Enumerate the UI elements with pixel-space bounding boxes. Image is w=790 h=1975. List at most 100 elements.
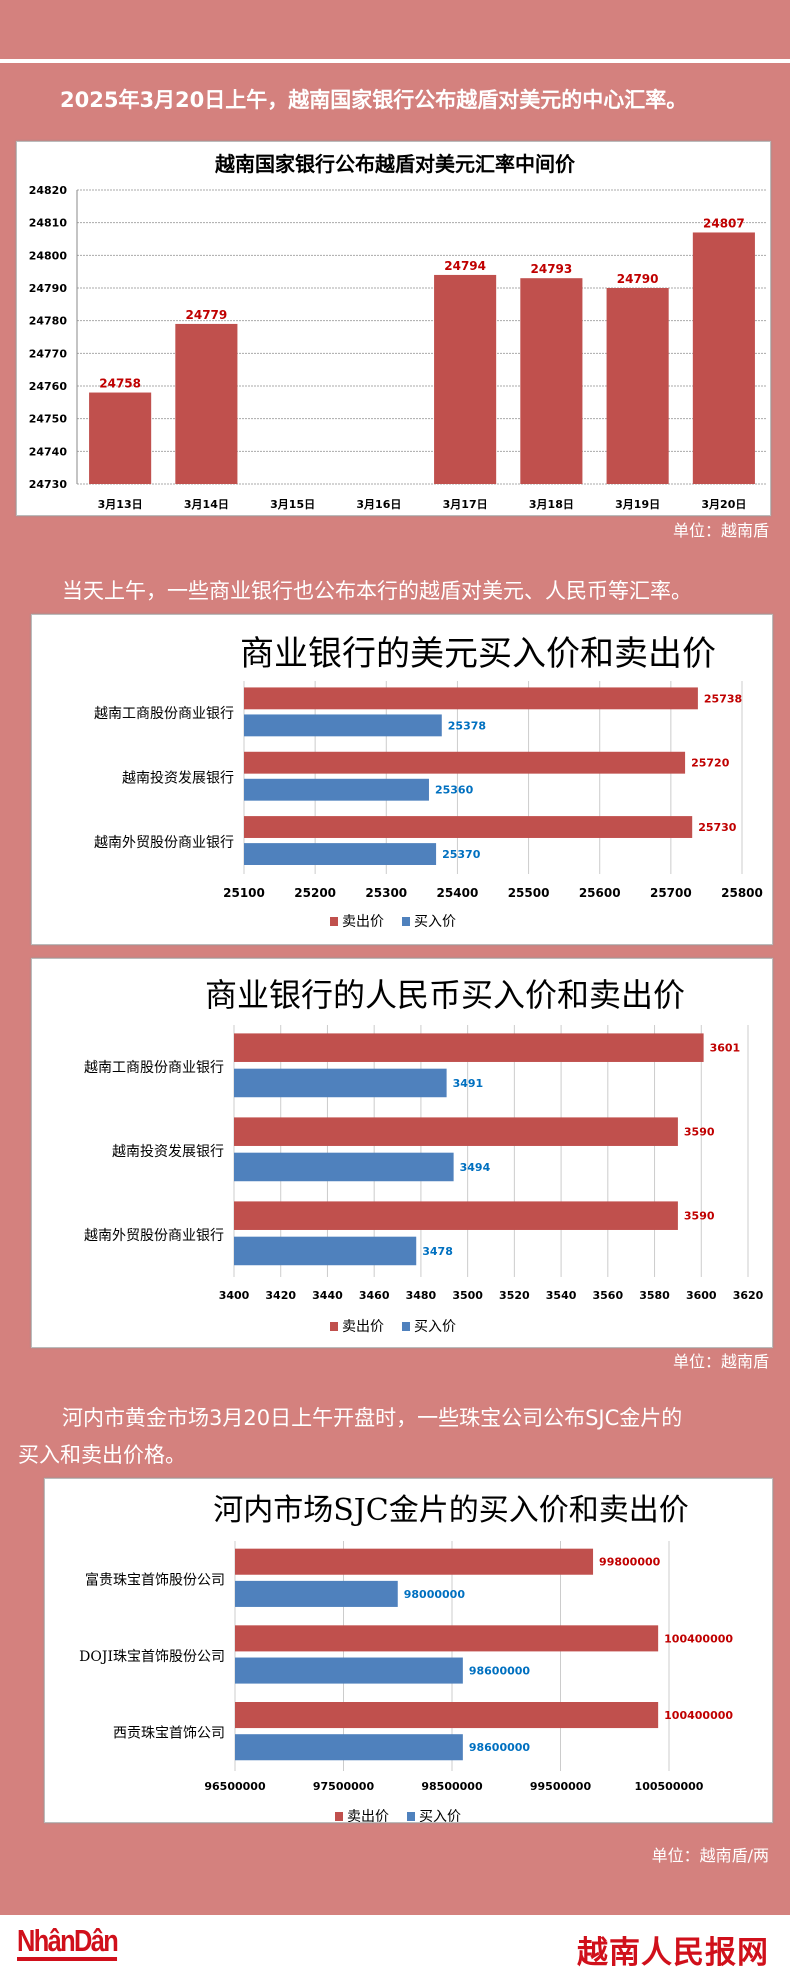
buy-bar <box>234 1236 417 1266</box>
x-tick-label: 3480 <box>406 1289 437 1302</box>
chart-svg: 商业银行的人民币买入价和卖出价 3400 3420 3440 3460 3480 3500 3… <box>84 976 764 1335</box>
legend-label: 卖出价 <box>342 914 384 930</box>
data-label: 24807 <box>703 216 745 230</box>
divider <box>0 59 790 63</box>
category-label: 越南工商股份商业银行 <box>84 1060 224 1076</box>
sell-bar <box>234 1033 704 1062</box>
category-label: 越南投资发展银行 <box>122 771 234 787</box>
data-label: 3601 <box>710 1042 741 1055</box>
y-tick-label: 24760 <box>29 380 68 393</box>
legend-swatch <box>330 917 338 926</box>
legend-swatch <box>330 1322 338 1331</box>
x-tick-label: 3月20日 <box>701 498 746 511</box>
y-tick-label: 24750 <box>29 413 68 426</box>
buy-bar <box>244 778 429 801</box>
data-label: 100400000 <box>664 1709 733 1722</box>
legend-label: 卖出价 <box>347 1809 389 1822</box>
data-label: 98000000 <box>404 1588 466 1601</box>
intro-text-3-line2: 买入和卖出价格。 <box>18 1443 186 1467</box>
x-tick-label: 25800 <box>721 886 763 900</box>
intro-text-2: 当天上午，一些商业银行也公布本行的越盾对美元、人民币等汇率。 <box>62 579 692 603</box>
buy-bar <box>234 1068 447 1098</box>
x-tick-label: 3420 <box>265 1289 296 1302</box>
legend-label: 卖出价 <box>342 1319 384 1335</box>
x-tick-label: 3400 <box>219 1289 250 1302</box>
site-name-logo[interactable]: 越南人民报网 <box>577 1935 769 1971</box>
nhandan-logo[interactable]: NhânDân <box>17 1925 119 1961</box>
data-label: 25720 <box>691 757 730 770</box>
legend-label: 买入价 <box>414 914 456 930</box>
data-label: 98600000 <box>469 1665 531 1678</box>
x-tick-label: 25300 <box>365 886 407 900</box>
sell-bar <box>235 1625 659 1652</box>
bar <box>175 323 238 484</box>
x-tick-label: 98500000 <box>421 1780 483 1793</box>
sell-bar <box>244 816 693 838</box>
unit-label-2: 单位：越南盾 <box>672 1352 769 1371</box>
x-tick-label: 97500000 <box>313 1780 375 1793</box>
buy-bar <box>235 1580 398 1607</box>
y-tick-label: 24810 <box>29 217 68 230</box>
chart-svg: 越南国家银行公布越盾对美元汇率中间价 24730 24740 24750 24760 24… <box>29 152 767 511</box>
category-label: 越南投资发展银行 <box>112 1144 224 1160</box>
chart-title: 河内市场SJC金片的买入价和卖出价 <box>213 1493 689 1528</box>
data-label: 25378 <box>448 719 486 732</box>
bar <box>434 274 497 484</box>
data-label: 3590 <box>684 1126 715 1139</box>
x-tick-label: 3500 <box>452 1289 483 1302</box>
category-label: 越南外贸股份商业银行 <box>94 835 234 851</box>
x-tick-label: 3月13日 <box>98 498 143 511</box>
x-tick-label: 3月15日 <box>270 498 315 511</box>
x-tick-label: 3600 <box>686 1289 717 1302</box>
x-tick-label: 3月16日 <box>356 498 401 511</box>
category-label: 富贵珠宝首饰股份公司 <box>85 1571 225 1588</box>
data-label: 3590 <box>684 1210 715 1223</box>
y-tick-label: 24790 <box>29 282 68 295</box>
data-label: 24794 <box>444 259 486 273</box>
x-tick-label: 3月17日 <box>443 498 488 511</box>
x-tick-label: 3月19日 <box>615 498 660 511</box>
sell-bar <box>234 1117 678 1146</box>
y-tick-label: 24780 <box>29 315 68 328</box>
x-tick-label: 99500000 <box>530 1780 592 1793</box>
sell-bar <box>244 687 698 710</box>
bar <box>606 288 669 484</box>
legend-swatch <box>402 917 410 926</box>
chart-title: 商业银行的人民币买入价和卖出价 <box>205 976 685 1014</box>
data-label: 25730 <box>698 821 737 834</box>
x-tick-label: 3540 <box>546 1289 577 1302</box>
y-tick-label: 24730 <box>29 478 68 491</box>
buy-bar <box>234 1152 454 1182</box>
chart-svg: 商业银行的美元买入价和卖出价 25100 25200 25300 25400 25500 2… <box>94 634 763 930</box>
data-label: 3494 <box>460 1161 491 1174</box>
x-tick-label: 25600 <box>579 886 621 900</box>
x-tick-label: 25100 <box>223 886 265 900</box>
data-label: 3478 <box>422 1245 453 1258</box>
x-tick-label: 25500 <box>508 886 550 900</box>
sell-bar <box>244 751 686 774</box>
buy-bar <box>244 714 442 737</box>
chart-central-rate: 越南国家银行公布越盾对美元汇率中间价 24730 24740 24750 24760 24… <box>16 141 771 516</box>
y-tick-label: 24740 <box>29 445 68 458</box>
y-tick-label: 24800 <box>29 249 68 262</box>
buy-bar <box>235 1734 463 1761</box>
legend-label: 买入价 <box>414 1319 456 1335</box>
data-label: 24790 <box>617 272 659 286</box>
data-label: 25370 <box>442 848 481 861</box>
data-label: 98600000 <box>469 1741 531 1754</box>
chart-svg: 河内市场SJC金片的买入价和卖出价 96500000 97500000 9850000… <box>79 1493 733 1822</box>
bar <box>692 232 755 484</box>
category-label: DOJI珠宝首饰股份公司 <box>79 1649 225 1665</box>
data-label: 24793 <box>531 262 573 276</box>
unit-label-3: 单位：越南盾/两 <box>651 1846 769 1865</box>
x-tick-label: 25400 <box>437 886 479 900</box>
data-label: 3491 <box>453 1077 484 1090</box>
data-label: 25738 <box>704 692 742 705</box>
x-tick-label: 96500000 <box>204 1780 266 1793</box>
x-tick-label: 3440 <box>312 1289 343 1302</box>
bar <box>89 392 152 484</box>
footer: NhânDân 越南人民报网 <box>0 1915 790 1975</box>
bar <box>520 278 583 484</box>
chart-cny-commercial: 商业银行的人民币买入价和卖出价 3400 3420 3440 3460 3480 3500 3… <box>31 958 773 1348</box>
chart-title: 商业银行的美元买入价和卖出价 <box>240 634 716 674</box>
